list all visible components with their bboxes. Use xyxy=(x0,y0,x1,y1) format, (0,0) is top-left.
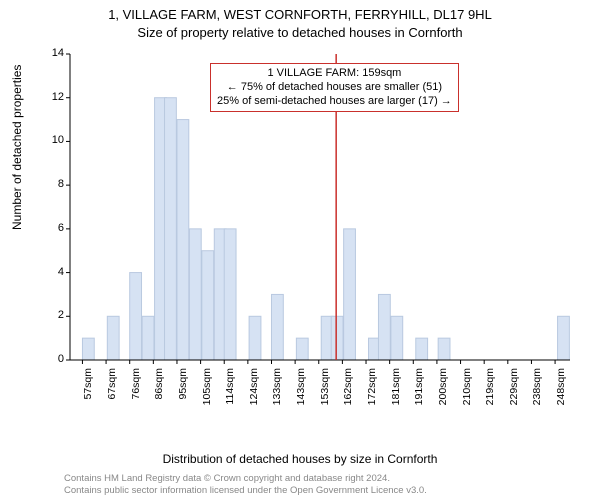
annotation-box: 1 VILLAGE FARM: 159sqm ← 75% of detached… xyxy=(210,63,459,112)
chart-title-block: 1, VILLAGE FARM, WEST CORNFORTH, FERRYHI… xyxy=(0,0,600,41)
title-line-2: Size of property relative to detached ho… xyxy=(0,24,600,42)
x-tick-label: 105sqm xyxy=(201,368,213,418)
y-tick-label: 6 xyxy=(40,222,64,234)
annotation-line-3: 25% of semi-detached houses are larger (… xyxy=(217,95,452,109)
footnote: Contains HM Land Registry data © Crown c… xyxy=(64,473,427,496)
y-tick-label: 2 xyxy=(40,309,64,321)
footnote-line-1: Contains HM Land Registry data © Crown c… xyxy=(64,473,427,484)
x-tick-label: 172sqm xyxy=(366,368,378,418)
x-tick-label: 133sqm xyxy=(271,368,283,418)
y-tick-label: 0 xyxy=(40,353,64,365)
x-tick-label: 210sqm xyxy=(461,368,473,418)
x-tick-label: 191sqm xyxy=(413,368,425,418)
x-tick-label: 67sqm xyxy=(106,368,118,418)
x-tick-label: 153sqm xyxy=(319,368,331,418)
x-axis-label: Distribution of detached houses by size … xyxy=(0,452,600,466)
x-tick-label: 162sqm xyxy=(342,368,354,418)
title-line-1: 1, VILLAGE FARM, WEST CORNFORTH, FERRYHI… xyxy=(0,6,600,24)
x-tick-label: 124sqm xyxy=(248,368,260,418)
x-tick-label: 57sqm xyxy=(82,368,94,418)
x-tick-label: 219sqm xyxy=(484,368,496,418)
x-tick-label: 114sqm xyxy=(224,368,236,418)
y-tick-label: 10 xyxy=(40,134,64,146)
x-tick-label: 95sqm xyxy=(177,368,189,418)
x-tick-label: 229sqm xyxy=(508,368,520,418)
x-tick-label: 238sqm xyxy=(531,368,543,418)
footnote-line-2: Contains public sector information licen… xyxy=(64,485,427,496)
y-tick-label: 12 xyxy=(40,91,64,103)
annotation-line-2: ← 75% of detached houses are smaller (51… xyxy=(217,81,452,95)
chart-area: 1 VILLAGE FARM: 159sqm ← 75% of detached… xyxy=(64,50,574,410)
x-tick-label: 143sqm xyxy=(295,368,307,418)
x-tick-label: 200sqm xyxy=(437,368,449,418)
y-axis-label: Number of detached properties xyxy=(10,65,24,230)
x-tick-label: 76sqm xyxy=(130,368,142,418)
annotation-line-1: 1 VILLAGE FARM: 159sqm xyxy=(217,67,452,81)
y-tick-label: 14 xyxy=(40,47,64,59)
x-tick-label: 86sqm xyxy=(153,368,165,418)
x-tick-label: 181sqm xyxy=(390,368,402,418)
y-tick-label: 8 xyxy=(40,178,64,190)
x-tick-label: 248sqm xyxy=(555,368,567,418)
y-tick-label: 4 xyxy=(40,266,64,278)
